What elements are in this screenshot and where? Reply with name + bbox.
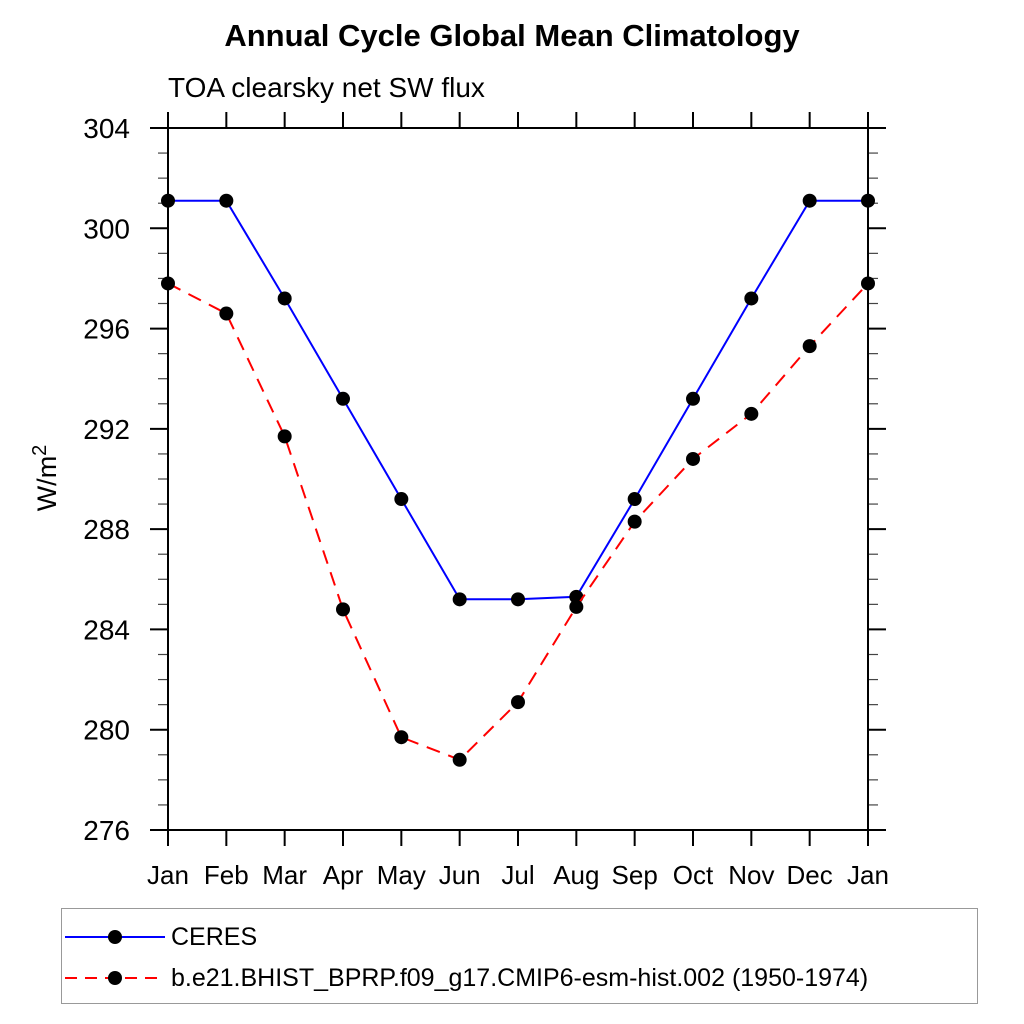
legend-item-model: b.e21.BHIST_BPRP.f09_g17.CMIP6-esm-hist.… (62, 964, 868, 992)
y-tick-label: 280 (83, 715, 130, 746)
data-point-marker (394, 730, 409, 745)
data-point-marker (627, 492, 642, 507)
x-tick-label: Mar (262, 860, 307, 890)
chart-title: Annual Cycle Global Mean Climatology (224, 18, 800, 53)
y-tick-label: 304 (83, 113, 130, 144)
data-point-marker (627, 514, 642, 529)
y-tick-label: 292 (83, 414, 130, 445)
data-point-marker (569, 599, 584, 614)
data-point-marker (277, 291, 292, 306)
y-tick-label: 284 (83, 614, 130, 645)
y-tick-label: 296 (83, 314, 130, 345)
y-tick-label: 276 (83, 815, 130, 846)
x-tick-label: Oct (673, 860, 714, 890)
data-point-marker (452, 592, 467, 607)
data-point-marker (686, 451, 700, 466)
chart-subtitle: TOA clearsky net SW flux (168, 72, 485, 103)
y-tick-labels: 276 280 284 288 292 296 300 304 (83, 113, 130, 846)
data-point-marker (861, 193, 875, 208)
data-point-marker (511, 695, 525, 710)
y-tick-label: 300 (83, 213, 130, 244)
x-tick-labels: Jan Feb Mar Apr May Jun Jul Aug Sep Oct Nov Dec Jan (147, 860, 889, 890)
x-tick-label: Dec (787, 860, 833, 890)
series-line-1 (167, 282, 869, 761)
data-point-marker (744, 406, 759, 421)
legend: CERES b.e21.BHIST_BPRP.f09_g17.CMIP6-esm… (61, 908, 978, 1004)
data-point-marker (161, 276, 175, 291)
legend-key-line-0 (65, 930, 165, 944)
data-point-marker (452, 752, 467, 767)
y-minor-ticks (158, 152, 878, 806)
x-tick-label: Feb (204, 860, 249, 890)
x-tick-label: Aug (553, 860, 599, 890)
data-point-marker (161, 193, 175, 208)
x-tick-label: Jul (501, 860, 534, 890)
data-point-marker (277, 429, 292, 444)
data-point-marker (336, 602, 350, 617)
data-point-marker (686, 391, 700, 406)
legend-label-ceres: CERES (171, 922, 258, 951)
data-point-marker (802, 339, 817, 354)
data-point-marker (861, 276, 875, 291)
series-markers-1 (161, 276, 875, 767)
series-markers-0 (161, 193, 875, 607)
data-point-marker (394, 492, 409, 507)
x-tick-label: Sep (612, 860, 658, 890)
data-point-marker (219, 193, 234, 208)
data-point-marker (219, 306, 234, 321)
data-point-marker (511, 592, 525, 607)
data-point-marker (802, 193, 817, 208)
x-tick-label: Jan (147, 860, 189, 890)
y-tick-label: 288 (83, 514, 130, 545)
x-tick-label: Nov (728, 860, 774, 890)
x-tick-label: Jun (439, 860, 481, 890)
x-tick-label: Jan (847, 860, 889, 890)
month-ticks (167, 112, 869, 846)
x-tick-label: Apr (323, 860, 364, 890)
legend-key-line-1 (65, 971, 165, 985)
y-major-ticks (150, 127, 886, 831)
data-point-marker (336, 391, 350, 406)
data-point-marker (744, 291, 759, 306)
y-axis-title: W/m2 (29, 445, 62, 512)
legend-item-ceres: CERES (62, 923, 257, 951)
x-tick-label: May (377, 860, 426, 890)
legend-label-model: b.e21.BHIST_BPRP.f09_g17.CMIP6-esm-hist.… (171, 963, 869, 992)
plot-border (167, 127, 869, 831)
